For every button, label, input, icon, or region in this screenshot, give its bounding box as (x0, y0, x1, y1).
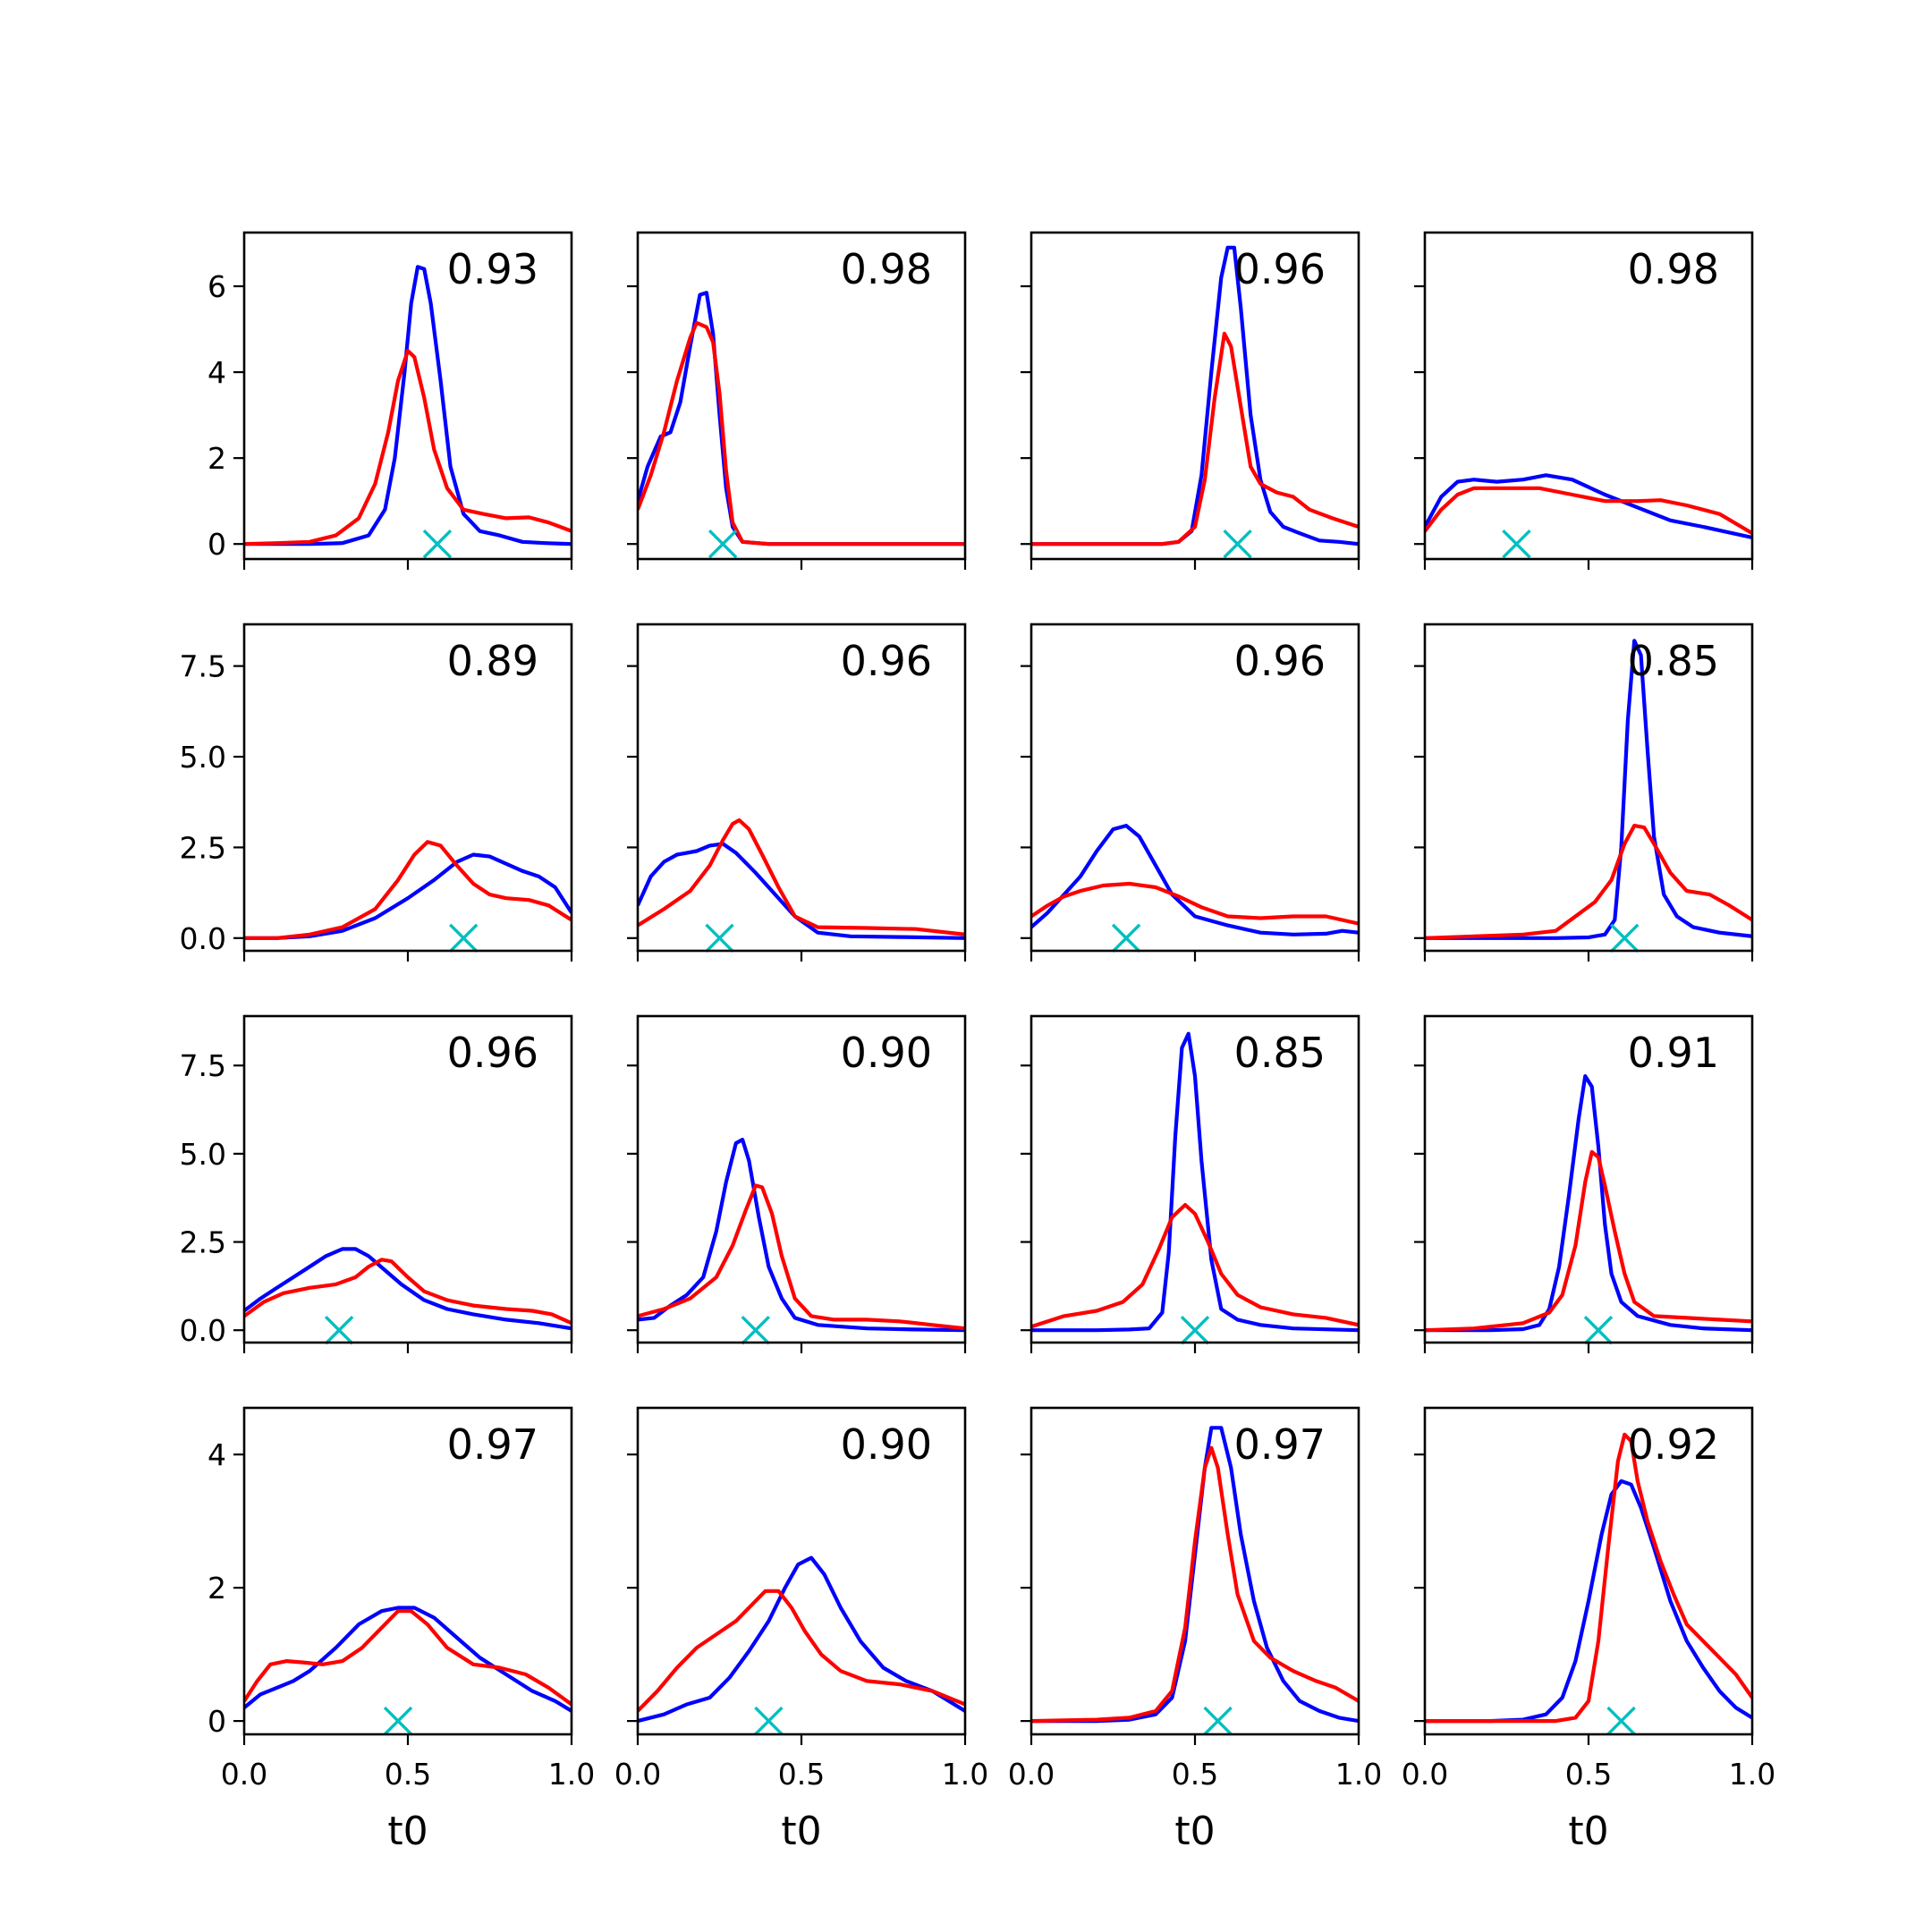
true-value-marker (1502, 529, 1531, 559)
density-line-red (1031, 1203, 1359, 1329)
density-line-red (638, 818, 965, 936)
true-value-marker (1180, 1315, 1210, 1345)
x-tick-label: 1.0 (1729, 1757, 1775, 1792)
density-line-red (1031, 1445, 1359, 1724)
y-tick-label: 5.0 (180, 740, 226, 775)
panel-annotation: 0.96 (447, 1029, 538, 1077)
y-tick-label: 5.0 (180, 1137, 226, 1172)
panel-annotation: 0.98 (1628, 245, 1719, 293)
density-line-red (1425, 1432, 1752, 1724)
density-line-red (638, 320, 965, 547)
y-tick-label: 0.0 (180, 921, 226, 956)
true-value-marker (1111, 923, 1141, 953)
y-tick-label: 2.5 (180, 1225, 226, 1260)
density-line-red (244, 840, 572, 940)
y-tick-label: 2.5 (180, 830, 226, 865)
density-line-blue (1031, 824, 1359, 936)
density-line-blue (244, 265, 572, 547)
density-line-blue (1425, 473, 1752, 540)
true-value-marker (324, 1315, 354, 1345)
panel-annotation: 0.93 (447, 245, 538, 293)
panel-annotation: 0.90 (841, 1029, 932, 1077)
panel-annotation: 0.98 (841, 245, 932, 293)
y-tick-label: 7.5 (180, 649, 226, 684)
panel-annotation: 0.97 (1234, 1420, 1326, 1469)
x-tick-label: 1.0 (1335, 1757, 1382, 1792)
x-axis-label: t0 (1174, 1809, 1215, 1854)
density-line-red (1425, 824, 1752, 940)
y-tick-label: 6 (208, 269, 226, 304)
density-line-red (1425, 486, 1752, 536)
true-value-marker (741, 1315, 770, 1345)
true-value-marker (1610, 923, 1640, 953)
density-line-red (1425, 1149, 1752, 1333)
density-line-red (638, 1589, 965, 1713)
panel-annotation: 0.89 (447, 637, 538, 685)
panel-annotation: 0.96 (1234, 245, 1326, 293)
density-line-blue (638, 291, 965, 547)
true-value-marker (422, 529, 453, 559)
true-value-marker (1203, 1706, 1233, 1736)
panel-annotation: 0.91 (1628, 1029, 1719, 1077)
density-line-blue (1031, 1031, 1359, 1333)
x-tick-label: 0.5 (1565, 1757, 1612, 1792)
true-value-marker (708, 529, 738, 559)
panel-annotation: 0.96 (841, 637, 932, 685)
y-tick-label: 0 (208, 1704, 226, 1739)
density-line-blue (1425, 1479, 1752, 1724)
x-tick-label: 0.5 (385, 1757, 431, 1792)
density-line-blue (244, 852, 572, 940)
x-tick-label: 0.0 (614, 1757, 661, 1792)
x-tick-label: 0.0 (1008, 1757, 1055, 1792)
panel-annotation: 0.90 (841, 1420, 932, 1469)
x-axis-label: t0 (781, 1809, 821, 1854)
x-tick-label: 0.5 (1172, 1757, 1218, 1792)
y-tick-label: 4 (208, 1437, 226, 1472)
true-value-marker (705, 923, 734, 953)
density-line-blue (244, 1247, 572, 1331)
density-line-blue (638, 1555, 965, 1724)
density-line-red (1031, 331, 1359, 547)
y-tick-label: 0.0 (180, 1313, 226, 1348)
y-tick-label: 7.5 (180, 1048, 226, 1083)
x-tick-label: 0.0 (1402, 1757, 1448, 1792)
panel-annotation: 0.85 (1234, 1029, 1326, 1077)
y-tick-label: 4 (208, 355, 226, 390)
x-tick-label: 0.5 (778, 1757, 825, 1792)
density-line-red (244, 1609, 572, 1707)
true-value-marker (754, 1706, 784, 1736)
x-axis-label: t0 (387, 1809, 428, 1854)
density-line-blue (638, 842, 965, 940)
y-tick-label: 0 (208, 527, 226, 562)
x-tick-label: 1.0 (548, 1757, 595, 1792)
panel-annotation: 0.92 (1628, 1420, 1719, 1469)
density-line-red (638, 1183, 965, 1331)
density-line-blue (1425, 1074, 1752, 1333)
true-value-marker (449, 923, 479, 953)
panel-annotation: 0.85 (1628, 637, 1719, 685)
density-line-blue (244, 1606, 572, 1713)
x-tick-label: 0.0 (221, 1757, 267, 1792)
y-tick-label: 2 (208, 1571, 226, 1606)
panel-annotation: 0.97 (447, 1420, 538, 1469)
panel-annotation: 0.96 (1234, 637, 1326, 685)
true-value-marker (1223, 529, 1252, 559)
true-value-marker (383, 1706, 413, 1736)
density-line-blue (638, 1138, 965, 1333)
true-value-marker (1583, 1315, 1614, 1345)
x-axis-label: t0 (1568, 1809, 1608, 1854)
density-line-red (244, 349, 572, 547)
true-value-marker (1606, 1706, 1636, 1736)
density-line-blue (1031, 1426, 1359, 1724)
y-tick-label: 2 (208, 441, 226, 476)
x-tick-label: 1.0 (942, 1757, 988, 1792)
density-line-blue (1425, 639, 1752, 940)
density-line-red (1031, 881, 1359, 926)
density-line-red (244, 1258, 572, 1326)
